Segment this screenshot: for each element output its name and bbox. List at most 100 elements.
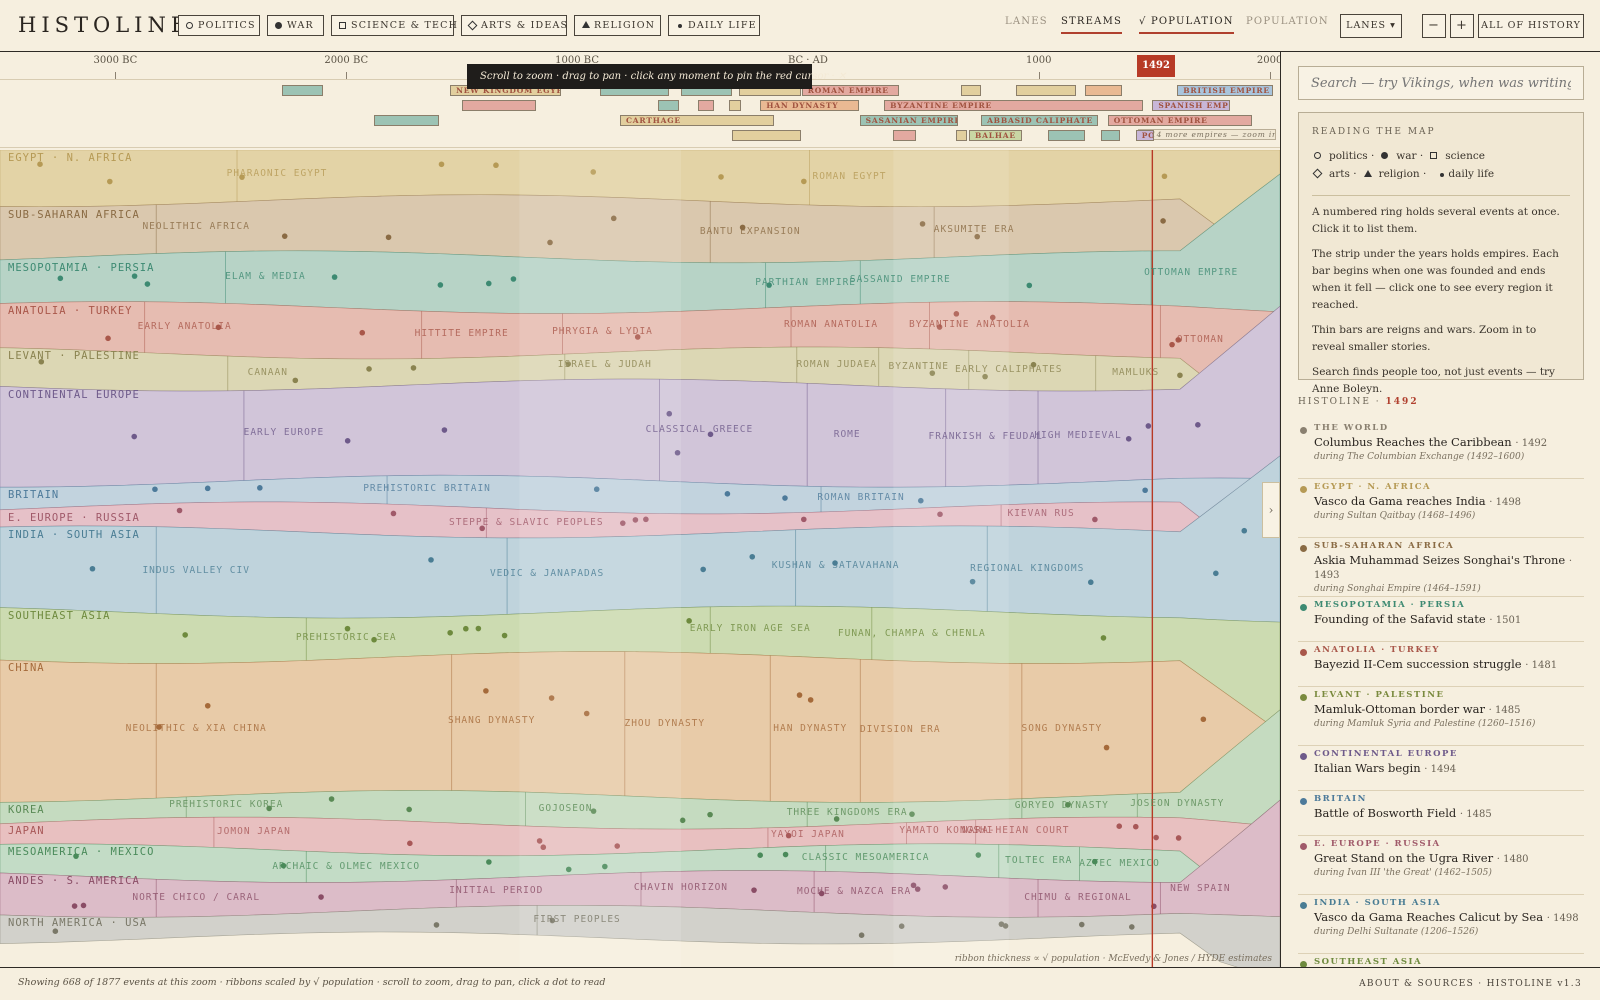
feed-item-event[interactable]: Italian Wars begin · 1494 xyxy=(1314,761,1584,775)
empire-bar[interactable]: CARTHAGE xyxy=(620,115,775,126)
event-dot[interactable] xyxy=(280,862,287,869)
event-dot[interactable] xyxy=(1078,921,1085,928)
event-dot[interactable] xyxy=(215,324,222,331)
era-label[interactable]: CANAAN xyxy=(247,366,288,378)
event-dot[interactable] xyxy=(501,632,508,639)
event-dot[interactable] xyxy=(371,636,377,643)
era-label[interactable]: HIGH MEDIEVAL xyxy=(1034,429,1122,441)
era-label[interactable]: FRANKISH & FEUDAL xyxy=(928,430,1043,442)
event-dot[interactable] xyxy=(565,361,572,367)
search-input[interactable] xyxy=(1298,66,1584,100)
empire-bar[interactable]: BYZANTINE EMPIRE xyxy=(884,100,1144,111)
event-dot[interactable] xyxy=(1169,341,1175,348)
event-dot[interactable] xyxy=(969,578,976,585)
event-dot[interactable] xyxy=(590,808,597,814)
era-label[interactable]: CLASSICAL GREECE xyxy=(645,424,754,436)
event-dot[interactable] xyxy=(614,843,621,849)
event-dot[interactable] xyxy=(818,890,825,897)
era-label[interactable]: PHARAONIC EGYPT xyxy=(226,167,328,179)
event-dot[interactable] xyxy=(953,311,960,317)
view-mode-tab[interactable]: LANES xyxy=(1005,16,1048,27)
event-dot[interactable] xyxy=(1241,527,1248,534)
event-dot[interactable] xyxy=(331,274,338,280)
empire-bar[interactable]: PO xyxy=(1135,130,1155,141)
event-dot[interactable] xyxy=(328,796,335,802)
empire-bar[interactable] xyxy=(1084,85,1122,96)
era-label[interactable]: PREHISTORIC BRITAIN xyxy=(363,483,491,495)
more-empires-note[interactable]: +14 more empires — zoom in xyxy=(1138,129,1276,140)
event-dot[interactable] xyxy=(493,162,499,169)
feed-item[interactable]: CONTINENTAL EUROPE Italian Wars begin · 1… xyxy=(1298,746,1584,791)
event-dot[interactable] xyxy=(898,923,905,929)
event-dot[interactable] xyxy=(643,516,649,523)
event-dot[interactable] xyxy=(407,840,413,847)
era-label[interactable]: HITTITE EMPIRE xyxy=(414,328,509,340)
event-dot[interactable] xyxy=(1175,835,1182,841)
feed-item-event[interactable]: Vasco da Gama Reaches Calicut by Sea · 1… xyxy=(1314,910,1584,924)
event-dot[interactable] xyxy=(406,806,412,813)
event-dot[interactable] xyxy=(1175,337,1182,343)
event-dot[interactable] xyxy=(833,816,840,822)
help-tooltip[interactable]: Scroll to zoom · drag to pan · click any… xyxy=(467,64,846,89)
collapse-sidebar-button[interactable]: › xyxy=(1262,482,1280,538)
era-label[interactable]: ROME xyxy=(833,428,861,440)
event-dot[interactable] xyxy=(634,334,641,340)
view-mode-tab[interactable]: POPULATION xyxy=(1246,16,1329,27)
lanes-dropdown[interactable]: LANES ▾ xyxy=(1340,14,1402,38)
era-label[interactable]: ZHOU DYNASTY xyxy=(624,717,706,729)
feed-item[interactable]: INDIA · SOUTH ASIA Vasco da Gama Reaches … xyxy=(1298,895,1584,954)
event-dot[interactable] xyxy=(942,884,949,890)
feed-item-event[interactable]: Columbus Reaches the Caribbean · 1492 xyxy=(1314,435,1584,449)
empire-bar[interactable]: OTTOMAN EMPIRE xyxy=(1107,115,1252,126)
era-label[interactable]: TOLTEC ERA xyxy=(1005,855,1073,867)
era-label[interactable]: PARTHIAN EMPIRE xyxy=(755,277,857,289)
event-dot[interactable] xyxy=(989,314,996,321)
event-dot[interactable] xyxy=(796,692,803,698)
event-dot[interactable] xyxy=(385,234,392,241)
era-label[interactable]: AKSUMITE ERA xyxy=(933,224,1015,236)
empire-bar[interactable] xyxy=(955,130,968,141)
era-label[interactable]: ROMAN JUDAEA xyxy=(796,358,878,370)
era-label[interactable]: EARLY IRON AGE SEA xyxy=(689,623,811,635)
event-dot[interactable] xyxy=(936,324,943,330)
feed-item[interactable]: THE WORLD Columbus Reaches the Caribbean … xyxy=(1298,420,1584,479)
event-dot[interactable] xyxy=(536,838,543,844)
event-dot[interactable] xyxy=(105,335,111,342)
era-label[interactable]: ARCHAIC & OLMEC MEXICO xyxy=(272,860,421,872)
event-dot[interactable] xyxy=(1026,282,1033,289)
event-dot[interactable] xyxy=(801,178,807,185)
streams-chart[interactable] xyxy=(0,150,1280,968)
event-dot[interactable] xyxy=(510,276,517,282)
era-label[interactable]: GOJOSEON xyxy=(538,803,593,815)
event-dot[interactable] xyxy=(1087,579,1094,586)
event-dot[interactable] xyxy=(593,486,600,493)
event-dot[interactable] xyxy=(410,365,417,371)
event-dot[interactable] xyxy=(1129,924,1135,930)
era-label[interactable]: AZTEC MEXICO xyxy=(1079,858,1160,870)
about-sources-link[interactable]: ABOUT & SOURCES · HISTOLINE v1.3 xyxy=(1359,979,1582,989)
event-dot[interactable] xyxy=(679,817,686,824)
event-dot[interactable] xyxy=(1030,361,1037,368)
event-dot[interactable] xyxy=(71,903,78,909)
event-dot[interactable] xyxy=(974,233,981,240)
event-dot[interactable] xyxy=(610,215,617,222)
era-label[interactable]: MOCHE & NAZCA ERA xyxy=(796,886,912,898)
era-label[interactable]: OTTOMAN EMPIRE xyxy=(1144,267,1239,279)
empire-bar[interactable]: ROMAN EMPIRE xyxy=(801,85,900,96)
category-religion-button[interactable]: RELIGION xyxy=(574,15,661,36)
event-dot[interactable] xyxy=(547,239,553,246)
event-dot[interactable] xyxy=(766,282,772,288)
event-dot[interactable] xyxy=(632,517,639,523)
event-dot[interactable] xyxy=(782,495,788,501)
event-dot[interactable] xyxy=(441,427,448,433)
event-dot[interactable] xyxy=(359,329,366,336)
event-dot[interactable] xyxy=(37,161,43,167)
era-label[interactable]: ELAM & MEDIA xyxy=(225,270,306,282)
event-dot[interactable] xyxy=(937,511,943,518)
event-dot[interactable] xyxy=(204,485,211,492)
category-politics-button[interactable]: POLITICS xyxy=(178,15,260,36)
event-dot[interactable] xyxy=(156,724,162,730)
event-dot[interactable] xyxy=(832,560,838,566)
era-label[interactable]: BYZANTINE xyxy=(888,361,949,373)
event-dot[interactable] xyxy=(707,431,714,438)
